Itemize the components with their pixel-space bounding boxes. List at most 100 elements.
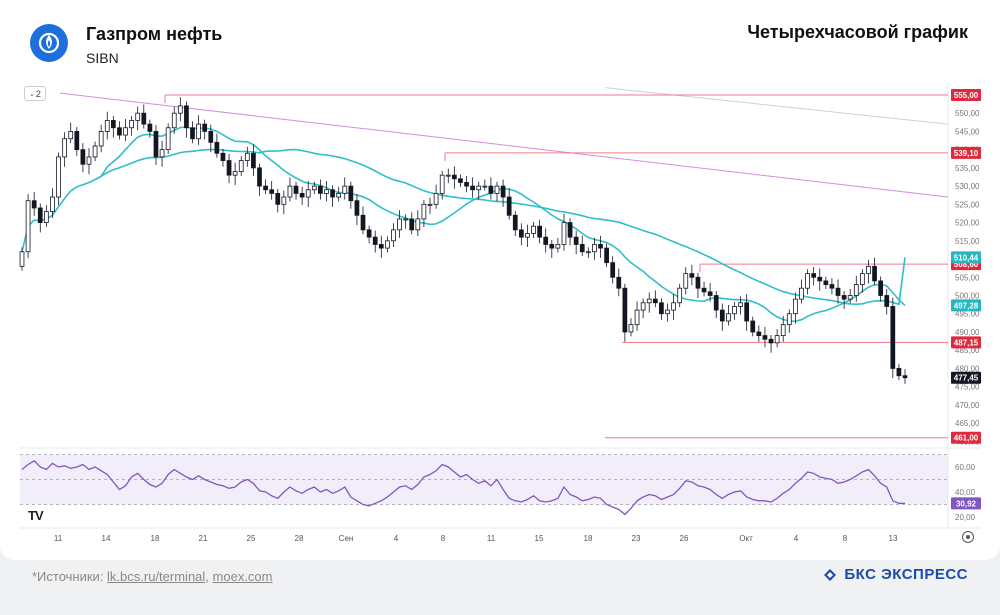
candle-body (652, 298, 658, 304)
candle-body (707, 291, 713, 296)
candle-body (872, 265, 877, 282)
price-tick-label-12: 495,00 (955, 310, 980, 319)
rsi-tick-label-0: 60,00 (955, 463, 976, 472)
candle-body (86, 156, 92, 165)
candle-body (190, 127, 195, 140)
price-tick-label-7: 520,00 (955, 219, 980, 228)
time-tick-label-13: 26 (680, 534, 689, 543)
candle-body (281, 196, 287, 205)
candle-body (719, 309, 725, 322)
candle-body (470, 185, 476, 191)
bcs-logo-icon (824, 568, 837, 581)
downtrend-line (59, 92, 949, 198)
candle-body (677, 287, 683, 304)
candle-body (738, 302, 743, 307)
chevron-down-icon: ⌄ (29, 90, 35, 98)
source-link-terminal[interactable]: lk.bcs.ru/terminal (107, 569, 206, 584)
last-price-label: 477,45 (954, 374, 979, 383)
sources-separator: , (205, 569, 213, 584)
gazprom-neft-logo (30, 24, 68, 62)
candle-body (665, 309, 670, 315)
candle-body (458, 178, 463, 183)
time-tick-label-2: 18 (151, 534, 160, 543)
candle-body (902, 375, 908, 379)
candle-body (208, 131, 214, 143)
resistance-label-2: 508,60 (954, 260, 979, 269)
time-tick-label-12: 23 (632, 534, 641, 543)
candle-body (196, 123, 201, 140)
rsi-last-label: 30,92 (956, 499, 977, 508)
candle-body (634, 309, 640, 326)
candle-body (385, 240, 390, 249)
candle-body (74, 131, 80, 151)
candle-body (427, 203, 433, 206)
candle-body (884, 295, 890, 307)
candle-body (31, 200, 37, 209)
price-tick-label-5: 530,00 (955, 182, 980, 191)
ma-fast-label: 497,28 (954, 301, 979, 310)
rsi-last-label-bg (951, 497, 981, 510)
candle-body (525, 233, 530, 238)
candle-body (153, 131, 159, 158)
price-tick-label-16: 475,00 (955, 383, 980, 392)
interval-button[interactable]: ⌄ 2 (24, 86, 46, 101)
candle-body (43, 211, 49, 223)
time-tick-label-14: Окт (739, 534, 753, 543)
candle-body (80, 149, 86, 165)
candle-body (671, 302, 676, 311)
candle-body (238, 160, 244, 172)
candle-body (202, 123, 208, 132)
time-tick-label-11: 18 (584, 534, 593, 543)
price-tick-label-6: 525,00 (955, 200, 980, 209)
price-tick-label-15: 480,00 (955, 364, 980, 373)
candle-body (860, 273, 865, 285)
time-tick-label-5: 28 (295, 534, 304, 543)
candle-body (598, 244, 603, 249)
candle-body (732, 306, 737, 315)
candle-body (147, 123, 153, 132)
price-tick-label-18: 465,00 (955, 419, 980, 428)
candle-body (19, 251, 25, 267)
candle-body (592, 244, 597, 253)
candle-body (768, 338, 774, 344)
candle-body (506, 196, 512, 216)
candle-body (500, 185, 506, 198)
candle-body (811, 273, 817, 278)
candle-body (896, 368, 902, 377)
candle-body (141, 112, 147, 125)
candle-body (451, 174, 457, 180)
time-tick-label-16: 8 (843, 534, 848, 543)
candle-body (232, 171, 238, 176)
support-label-0-bg (951, 336, 981, 349)
candle-body (774, 335, 780, 344)
candle-body (165, 127, 171, 151)
time-tick-label-8: 8 (441, 534, 446, 543)
candle-body (835, 287, 841, 296)
candle-body (482, 185, 488, 188)
upper-trend-line (604, 87, 949, 125)
source-link-moex[interactable]: moex.com (212, 569, 273, 584)
time-tick-label-10: 15 (535, 534, 544, 543)
company-name: Газпром нефть (86, 24, 223, 44)
candle-body (476, 185, 482, 191)
candle-body (750, 320, 756, 333)
candle-body (263, 185, 268, 191)
candle-body (847, 295, 853, 300)
candle-body (567, 222, 573, 238)
candle-body (92, 145, 98, 158)
candle-body (512, 214, 518, 231)
candle-body (110, 120, 116, 129)
candle-body (640, 302, 646, 311)
candle-body (433, 192, 439, 205)
candle-body (616, 276, 622, 289)
candle-body (421, 203, 427, 220)
price-tick-label-13: 490,00 (955, 328, 980, 337)
flame-logo-icon (38, 32, 60, 54)
rsi-line (21, 459, 906, 516)
candle-body (573, 236, 579, 245)
time-tick-label-7: 4 (394, 534, 399, 543)
gear-icon[interactable] (962, 531, 974, 543)
candle-body (494, 185, 500, 194)
price-chart[interactable]: 555,00550,00545,00540,00535,00530,00525,… (0, 0, 1000, 560)
resistance-label-0: 555,00 (954, 91, 979, 100)
